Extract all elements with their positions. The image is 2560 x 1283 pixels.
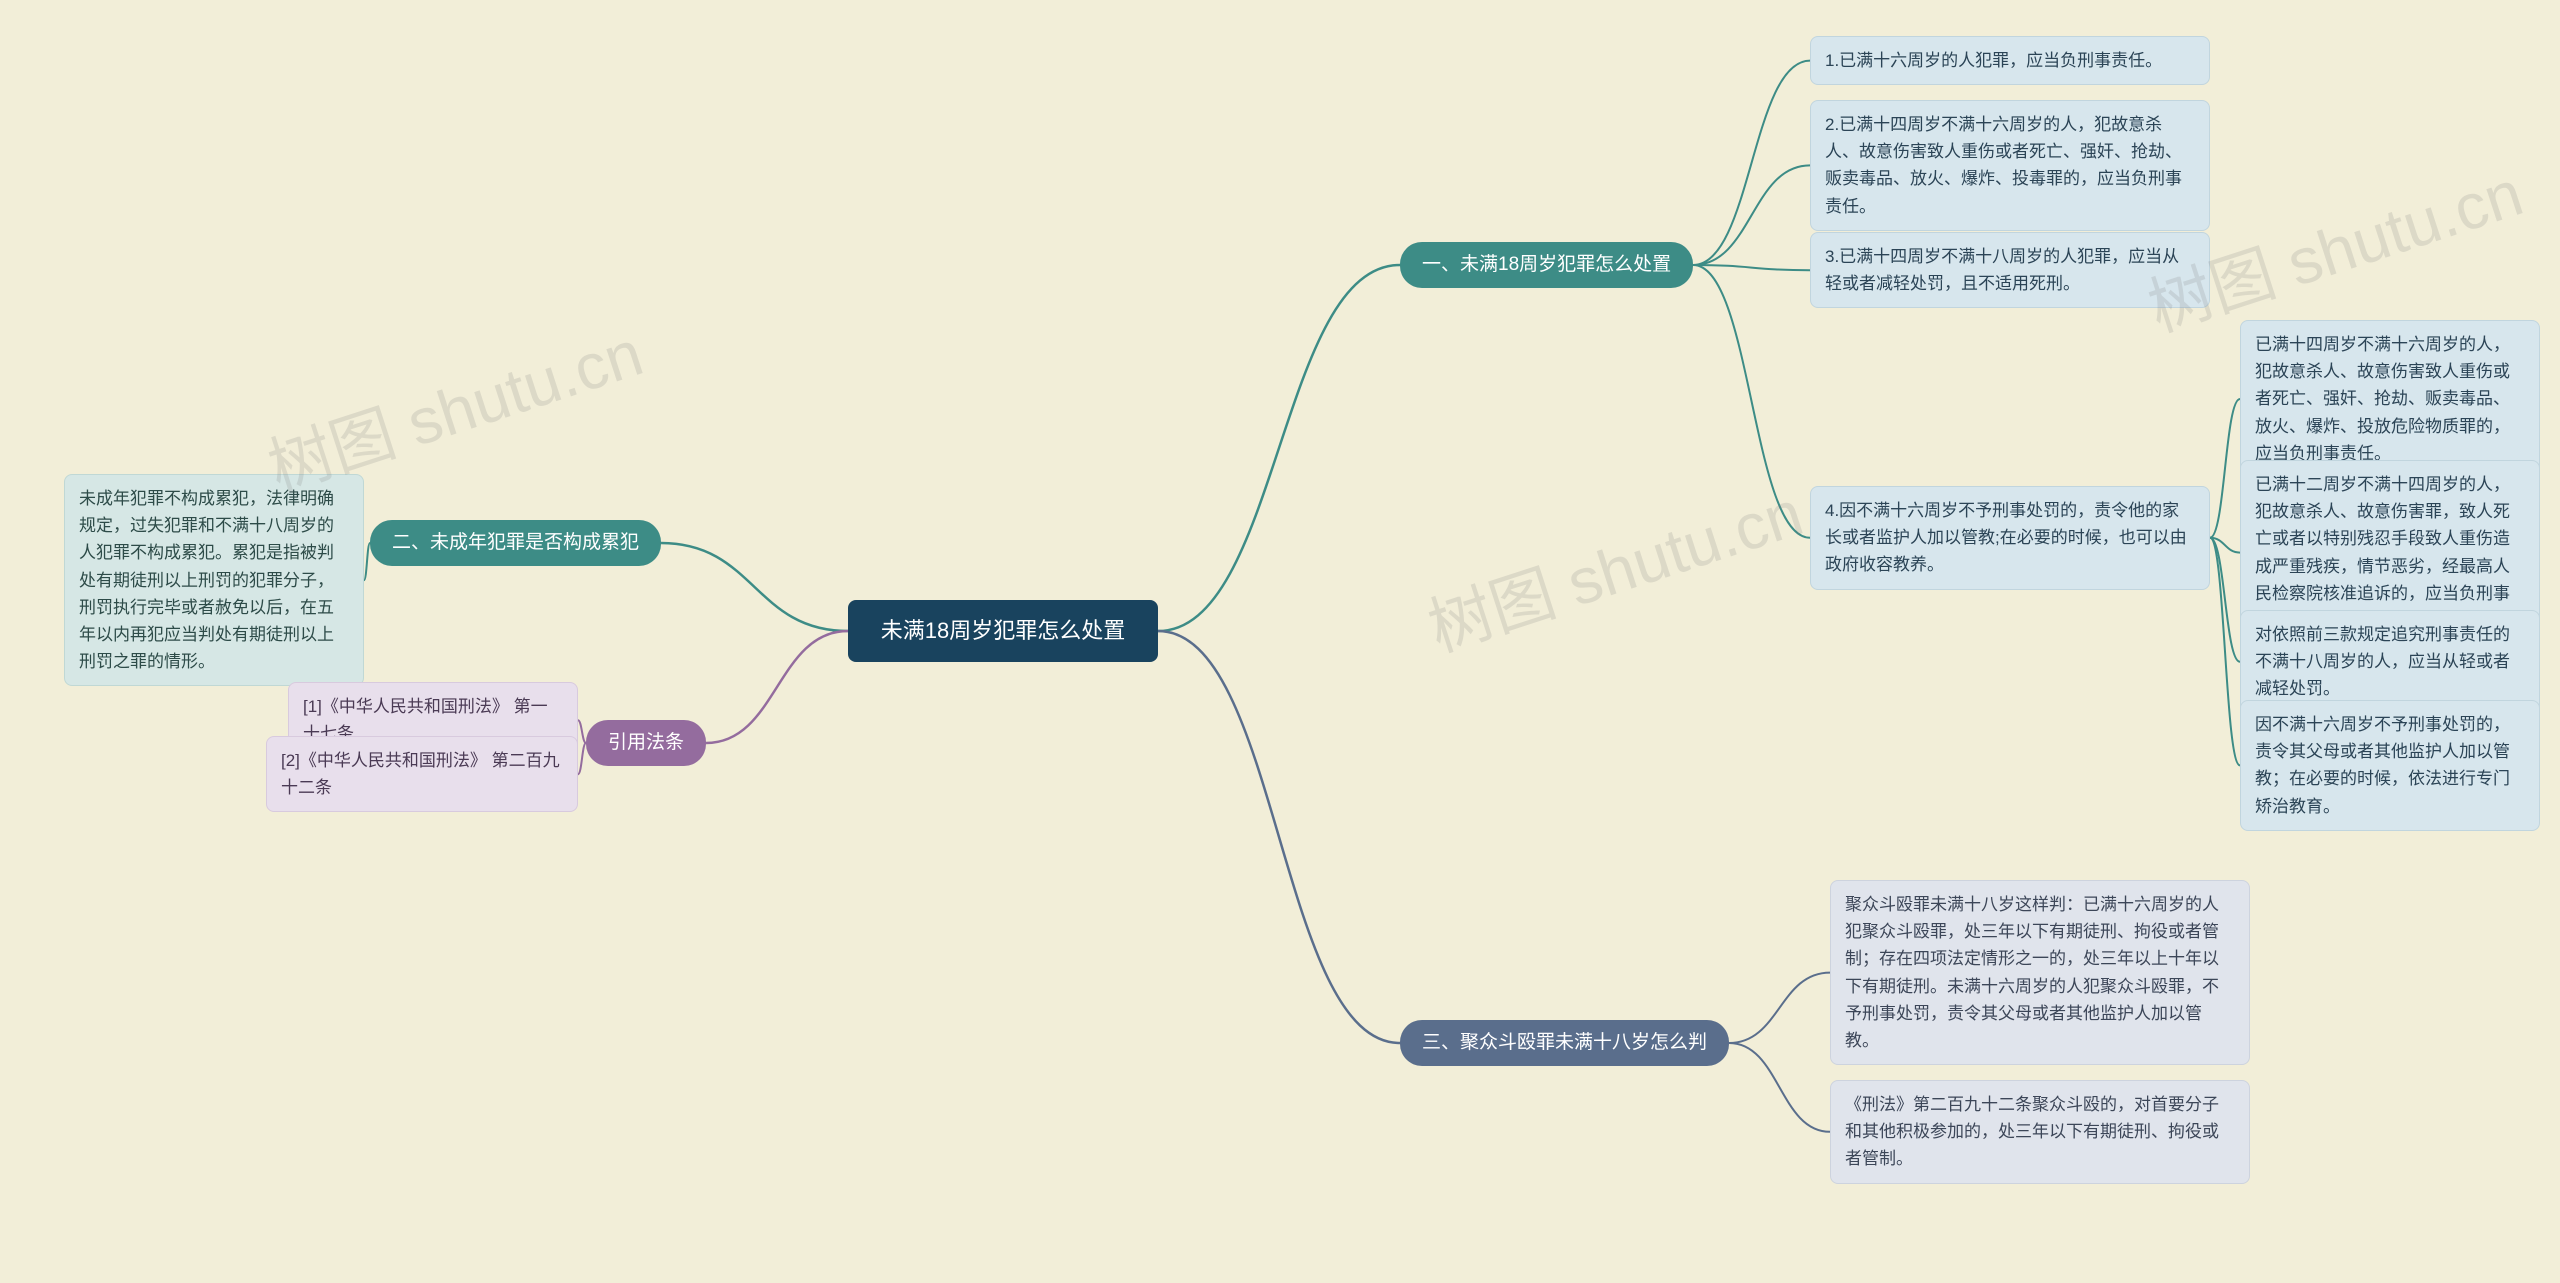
leaf-node: 《刑法》第二百九十二条聚众斗殴的，对首要分子和其他积极参加的，处三年以下有期徒刑… <box>1830 1080 2250 1184</box>
leaf-node: 未成年犯罪不构成累犯，法律明确规定，过失犯罪和不满十八周岁的人犯罪不构成累犯。累… <box>64 474 364 686</box>
leaf-node: [2]《中华人民共和国刑法》 第二百九十二条 <box>266 736 578 812</box>
leaf-node: 对依照前三款规定追究刑事责任的不满十八周岁的人，应当从轻或者减轻处罚。 <box>2240 610 2540 714</box>
branch-node: 三、聚众斗殴罪未满十八岁怎么判 <box>1400 1020 1729 1066</box>
leaf-node: 因不满十六周岁不予刑事处罚的，责令其父母或者其他监护人加以管教；在必要的时候，依… <box>2240 700 2540 831</box>
watermark: 树图 shutu.cn <box>1415 462 1812 669</box>
leaf-node: 4.因不满十六周岁不予刑事处罚的，责令他的家长或者监护人加以管教;在必要的时候，… <box>1810 486 2210 590</box>
leaf-node: 2.已满十四周岁不满十六周岁的人，犯故意杀人、故意伤害致人重伤或者死亡、强奸、抢… <box>1810 100 2210 231</box>
leaf-node: 聚众斗殴罪未满十八岁这样判：已满十六周岁的人犯聚众斗殴罪，处三年以下有期徒刑、拘… <box>1830 880 2250 1065</box>
leaf-node: 3.已满十四周岁不满十八周岁的人犯罪，应当从轻或者减轻处罚，且不适用死刑。 <box>1810 232 2210 308</box>
branch-node: 二、未成年犯罪是否构成累犯 <box>370 520 661 566</box>
leaf-node: 1.已满十六周岁的人犯罪，应当负刑事责任。 <box>1810 36 2210 85</box>
root-node: 未满18周岁犯罪怎么处置 <box>848 600 1158 662</box>
leaf-node: 已满十四周岁不满十六周岁的人，犯故意杀人、故意伤害致人重伤或者死亡、强奸、抢劫、… <box>2240 320 2540 478</box>
branch-node: 引用法条 <box>586 720 706 766</box>
branch-node: 一、未满18周岁犯罪怎么处置 <box>1400 242 1693 288</box>
